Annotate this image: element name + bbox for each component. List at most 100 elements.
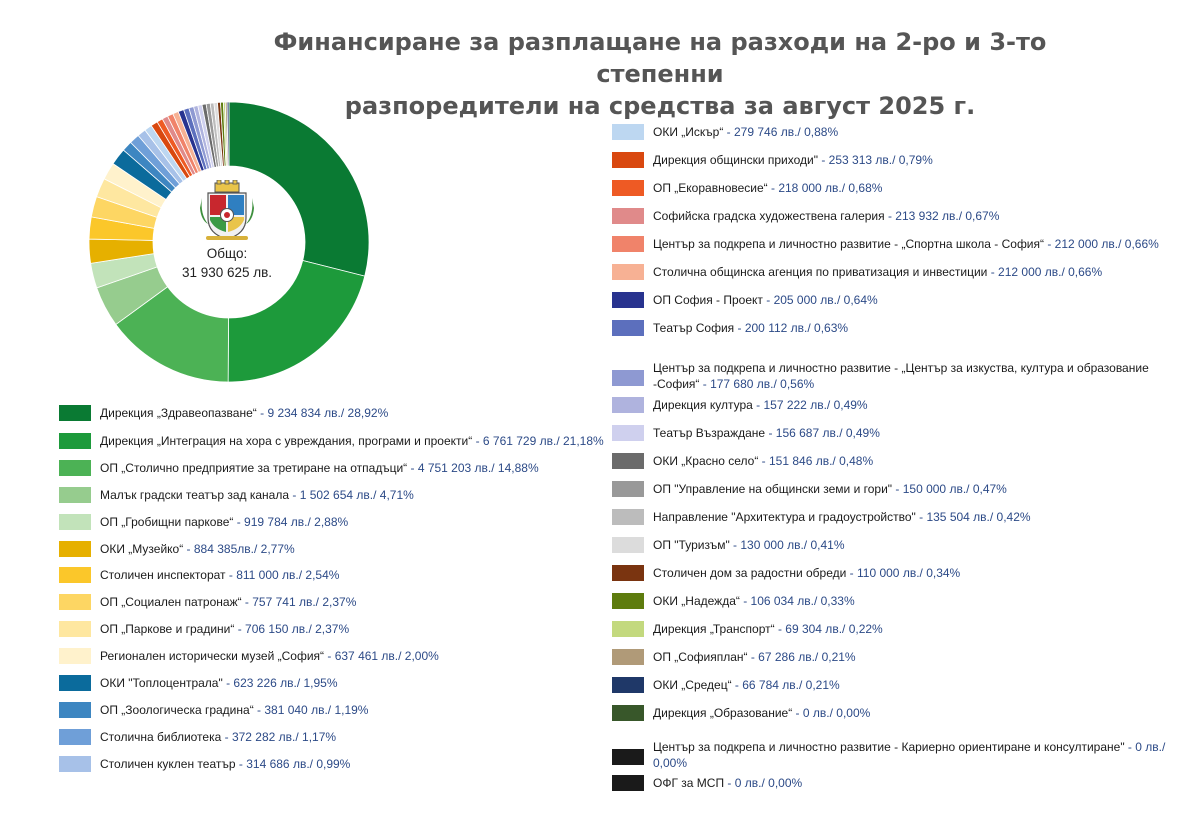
- legend-label: ОКИ "Топлоцентрала" - 623 226 лв./ 1,95%: [100, 675, 338, 691]
- legend-label: Дирекция „Транспорт“ - 69 304 лв./ 0,22%: [653, 621, 883, 637]
- legend-value: - 9 234 834 лв./ 28,92%: [256, 406, 389, 420]
- legend-swatch: [612, 370, 644, 386]
- legend-swatch: [612, 565, 644, 581]
- legend-swatch: [59, 567, 91, 583]
- legend-value: - 623 226 лв./ 1,95%: [222, 676, 338, 690]
- legend-swatch: [612, 397, 644, 413]
- legend-value: - 637 461 лв./ 2,00%: [324, 649, 439, 663]
- donut-slice-1: [227, 260, 366, 383]
- legend-item-10: ОКИ "Топлоцентрала" - 623 226 лв./ 1,95%: [59, 675, 338, 691]
- legend-label: Столична общинска агенция по приватизаци…: [653, 264, 1102, 280]
- legend-swatch: [612, 292, 644, 308]
- legend-swatch: [59, 729, 91, 745]
- legend-item-27: Направление "Архитектура и градоустройст…: [612, 509, 1031, 525]
- legend-label: Направление "Архитектура и градоустройст…: [653, 509, 1031, 525]
- legend-value: - 757 741 лв./ 2,37%: [241, 595, 357, 609]
- legend-value: - 279 746 лв./ 0,88%: [723, 125, 839, 139]
- legend-value: - 314 686 лв./ 0,99%: [235, 757, 351, 771]
- legend-value: - 919 784 лв./ 2,88%: [233, 515, 349, 529]
- legend-label: Център за подкрепа и личностно развитие …: [653, 360, 1173, 392]
- total-caption: Общо:: [206, 246, 248, 261]
- donut-slice-0: [228, 101, 370, 277]
- legend-label: ОКИ „Искър“ - 279 746 лв./ 0,88%: [653, 124, 838, 140]
- legend-swatch: [612, 749, 644, 765]
- legend-swatch: [59, 648, 91, 664]
- legend-value: - 4 751 203 лв./ 14,88%: [407, 461, 539, 475]
- legend-name: Дирекция „Образование“: [653, 706, 793, 720]
- legend-value: - 6 761 729 лв./ 21,18%: [472, 434, 604, 448]
- legend-name: ОП „Екоравновесие“: [653, 181, 768, 195]
- legend-item-23: Дирекция култура - 157 222 лв./ 0,49%: [612, 397, 868, 413]
- legend-name: ОП "Управление на общински земи и гори": [653, 482, 893, 496]
- legend-name: Софийска градска художествена галерия: [653, 209, 885, 223]
- legend-item-36: ОФГ за МСП - 0 лв./ 0,00%: [612, 775, 802, 791]
- total-value: 31 930 625 лв.: [181, 265, 273, 280]
- legend-item-26: ОП "Управление на общински земи и гори" …: [612, 481, 1007, 497]
- legend-item-24: Театър Възраждане - 156 687 лв./ 0,49%: [612, 425, 880, 441]
- legend-name: Център за подкрепа и личностно развитие …: [653, 361, 1149, 391]
- legend-label: Столичен дом за радостни обреди - 110 00…: [653, 565, 960, 581]
- legend-item-28: ОП "Туризъм" - 130 000 лв./ 0,41%: [612, 537, 844, 553]
- legend-value: - 69 304 лв./ 0,22%: [774, 622, 883, 636]
- legend-name: Дирекция култура: [653, 398, 753, 412]
- legend-value: - 110 000 лв./ 0,34%: [846, 566, 961, 580]
- legend-item-31: Дирекция „Транспорт“ - 69 304 лв./ 0,22%: [612, 621, 883, 637]
- legend-name: Столичен куклен театър: [100, 757, 236, 771]
- legend-item-2: ОП „Столично предприятие за третиране на…: [59, 460, 539, 476]
- legend-swatch: [612, 152, 644, 168]
- legend-item-29: Столичен дом за радостни обреди - 110 00…: [612, 565, 960, 581]
- legend-label: ОП "Туризъм" - 130 000 лв./ 0,41%: [653, 537, 844, 553]
- legend-name: Център за подкрепа и личностно развитие …: [653, 237, 1045, 251]
- legend-item-1: Дирекция „Интеграция на хора с увреждани…: [59, 433, 604, 449]
- legend-label: Столичен инспекторат - 811 000 лв./ 2,54…: [100, 567, 339, 583]
- legend-label: ОКИ „Музейко“ - 884 385лв./ 2,77%: [100, 541, 295, 557]
- legend-swatch: [612, 481, 644, 497]
- legend-value: - 106 034 лв./ 0,33%: [739, 594, 855, 608]
- legend-value: - 157 222 лв./ 0,49%: [752, 398, 868, 412]
- legend-label: ОФГ за МСП - 0 лв./ 0,00%: [653, 775, 802, 791]
- legend-label: ОКИ „Средец“ - 66 784 лв./ 0,21%: [653, 677, 840, 693]
- legend-label: ОКИ „Красно село“ - 151 846 лв./ 0,48%: [653, 453, 873, 469]
- legend-name: Дирекция общински приходи": [653, 153, 818, 167]
- legend-swatch: [59, 594, 91, 610]
- legend-swatch: [59, 514, 91, 530]
- legend-item-13: Столичен куклен театър - 314 686 лв./ 0,…: [59, 756, 350, 772]
- legend-name: ОФГ за МСП: [653, 776, 725, 790]
- legend-item-5: ОКИ „Музейко“ - 884 385лв./ 2,77%: [59, 541, 295, 557]
- legend-value: - 67 286 лв./ 0,21%: [747, 650, 856, 664]
- legend-item-8: ОП „Паркове и градини“ - 706 150 лв./ 2,…: [59, 621, 349, 637]
- legend-name: ОП "Туризъм": [653, 538, 730, 552]
- legend-item-30: ОКИ „Надежда“ - 106 034 лв./ 0,33%: [612, 593, 855, 609]
- legend-value: - 381 040 лв./ 1,19%: [253, 703, 369, 717]
- legend-item-25: ОКИ „Красно село“ - 151 846 лв./ 0,48%: [612, 453, 873, 469]
- legend-name: Столичен дом за радостни обреди: [653, 566, 847, 580]
- legend-label: ОП „Гробищни паркове“ - 919 784 лв./ 2,8…: [100, 514, 348, 530]
- legend-item-33: ОКИ „Средец“ - 66 784 лв./ 0,21%: [612, 677, 840, 693]
- legend-value: - 212 000 лв./ 0,66%: [1044, 237, 1159, 251]
- legend-item-3: Малък градски театър зад канала - 1 502 …: [59, 487, 414, 503]
- legend-name: ОП „Гробищни паркове“: [100, 515, 234, 529]
- legend-item-21: Театър София - 200 112 лв./ 0,63%: [612, 320, 848, 336]
- donut-chart: [88, 101, 370, 383]
- legend-item-4: ОП „Гробищни паркове“ - 919 784 лв./ 2,8…: [59, 514, 348, 530]
- legend-label: ОП „Социален патронаж“ - 757 741 лв./ 2,…: [100, 594, 356, 610]
- legend-item-20: ОП София - Проект - 205 000 лв./ 0,64%: [612, 292, 878, 308]
- donut-slice-33: [226, 101, 230, 167]
- legend-item-22: Център за подкрепа и личностно развитие …: [612, 360, 1173, 392]
- legend-name: ОКИ „Музейко“: [100, 542, 184, 556]
- legend-value: - 0 лв./ 0,00%: [653, 740, 1166, 770]
- sofia-coat-of-arms-icon: [200, 180, 254, 240]
- legend-swatch: [612, 264, 644, 280]
- legend-swatch: [59, 405, 91, 421]
- legend-label: Център за подкрепа и личностно развитие …: [653, 739, 1173, 771]
- legend-value: - 200 112 лв./ 0,63%: [734, 321, 849, 335]
- legend-value: - 1 502 654 лв./ 4,71%: [289, 488, 414, 502]
- legend-label: Дирекция „Интеграция на хора с увреждани…: [100, 433, 604, 449]
- legend-value: - 135 504 лв./ 0,42%: [915, 510, 1031, 524]
- legend-value: - 150 000 лв./ 0,47%: [892, 482, 1007, 496]
- legend-swatch: [59, 756, 91, 772]
- legend-item-17: Софийска градска художествена галерия - …: [612, 208, 999, 224]
- legend-name: Малък градски театър зад канала: [100, 488, 290, 502]
- legend-swatch: [59, 433, 91, 449]
- legend-label: ОП „Столично предприятие за третиране на…: [100, 460, 539, 476]
